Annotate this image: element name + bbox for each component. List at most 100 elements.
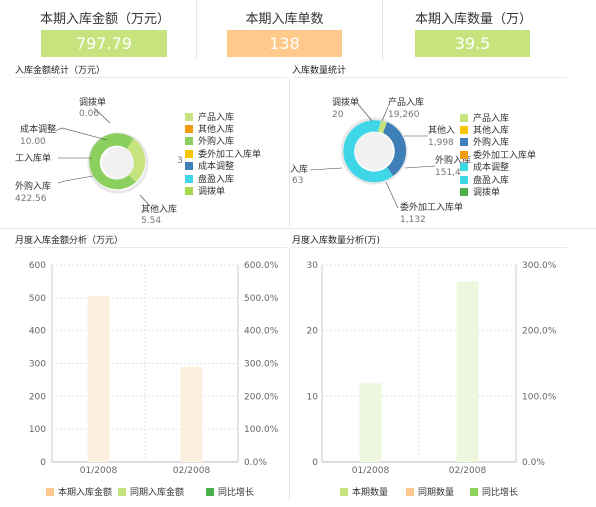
- amount-bar[interactable]: [180, 366, 203, 462]
- qty-label-panying: 入库: [290, 163, 308, 175]
- amount-x-tick: 02/2008: [173, 466, 211, 476]
- qty-pie-chart: 调拨单 20 产品入库 19,260 其他入 1,998 外购入库 151,4 …: [290, 96, 536, 225]
- amount-y-tick: 400: [29, 327, 46, 337]
- qty-y-tick: 30: [307, 261, 319, 271]
- qty-value-diaobo: 20: [332, 110, 344, 120]
- amount-label-waigou: 外购入库: [15, 180, 51, 192]
- amount-legend-item[interactable]: 委外加工入库单: [198, 148, 261, 160]
- qty-legend-label[interactable]: 同期数量: [418, 486, 454, 498]
- qty-legend-item[interactable]: 产品入库: [473, 112, 509, 124]
- qty-y-tick: 0: [312, 458, 318, 468]
- amount-label-diaobo: 调拨单: [79, 96, 106, 108]
- qty-bar[interactable]: [456, 281, 479, 462]
- slice-panying-qty[interactable]: [343, 120, 393, 183]
- qty-legend-swatch[interactable]: [406, 488, 414, 496]
- slice-waigou[interactable]: [89, 133, 136, 190]
- amount-label-weiwai: 工入库单: [15, 152, 51, 164]
- amount-y2-tick: 0.0%: [244, 458, 267, 468]
- amount-bar[interactable]: [87, 296, 110, 462]
- qty-value-chanpin: 19,260: [388, 110, 420, 120]
- amount-y-tick: 200: [29, 392, 46, 402]
- amount-y-tick: 600: [29, 261, 46, 271]
- amount-y2-tick: 100.0%: [244, 425, 279, 435]
- kpi-amount-value: 797.79: [41, 30, 167, 57]
- amount-value-qita: 5.54: [141, 216, 161, 226]
- kpi-amount-title: 本期入库金额（万元）: [40, 12, 171, 27]
- amount-value-chengben: 10.00: [20, 137, 46, 147]
- qty-legend-item[interactable]: 调拨单: [473, 186, 500, 198]
- qty-legend-label[interactable]: 本期数量: [352, 486, 388, 498]
- amount-legend-item[interactable]: 产品入库: [198, 111, 234, 123]
- amount-y-tick: 500: [29, 294, 46, 304]
- amount-pie-chart: 调拨单 0.06 成本调整 10.00 工入库单 外购入库 422.56 其他入…: [15, 96, 261, 226]
- qty-value-panying: 63: [292, 176, 303, 186]
- amount-legend: 产品入库 其他入库 外购入库 委外加工入库单 成本调整 盘盈入库 调拨单: [185, 111, 261, 197]
- qty-x-tick: 01/2008: [352, 466, 390, 476]
- amount-value-waigou: 422.56: [15, 194, 47, 204]
- amount-legend-swatch[interactable]: [118, 488, 126, 496]
- amount-bar-title: 月度入库金额分析（万元）: [15, 236, 124, 246]
- qty-legend-swatch[interactable]: [340, 488, 348, 496]
- amount-x-tick: 01/2008: [80, 466, 118, 476]
- amount-y2-tick: 600.0%: [244, 261, 279, 271]
- qty-legend-item[interactable]: 其他入库: [473, 124, 509, 136]
- amount-pie-title: 入库金额统计（万元）: [15, 66, 106, 76]
- amount-legend-label[interactable]: 同比增长: [218, 486, 254, 498]
- amount-legend-label[interactable]: 本期入库金额: [58, 486, 112, 498]
- amount-legend-label[interactable]: 同期入库金额: [130, 486, 184, 498]
- slice-chanpin-qty[interactable]: [378, 121, 387, 133]
- kpi-qty-value: 39.5: [415, 30, 530, 57]
- amount-y2-tick: 200.0%: [244, 392, 279, 402]
- slice-chanpin[interactable]: [127, 138, 146, 183]
- amount-legend-swatch[interactable]: [206, 488, 214, 496]
- qty-label-chanpin: 产品入库: [388, 96, 424, 108]
- qty-legend-label[interactable]: 同比增长: [482, 486, 518, 498]
- qty-value-qita: 1,998: [428, 138, 454, 148]
- amount-value-chanpin: 3: [177, 156, 183, 166]
- amount-label-chengben: 成本调整: [20, 123, 56, 135]
- amount-legend-item[interactable]: 盘盈入库: [198, 173, 234, 185]
- kpi-qty-title: 本期入库数量（万）: [415, 12, 533, 27]
- amount-legend-item[interactable]: 调拨单: [198, 185, 225, 197]
- qty-legend-item[interactable]: 外购入库: [473, 136, 509, 148]
- qty-y2-tick: 0.0%: [522, 458, 545, 468]
- qty-pie-title: 入库数量统计: [292, 66, 347, 76]
- qty-legend-item[interactable]: 盘盈入库: [473, 174, 509, 186]
- qty-donut: [340, 117, 408, 185]
- amount-y2-tick: 300.0%: [244, 360, 279, 370]
- kpi-count-title: 本期入库单数: [245, 12, 324, 27]
- qty-label-diaobo: 调拨单: [332, 96, 359, 108]
- qty-legend: 产品入库 其他入库 外购入库 委外加工入库单 成本调整 盘盈入库 调拨单: [460, 112, 536, 198]
- qty-y2-tick: 100.0%: [522, 392, 557, 402]
- amount-y2-tick: 500.0%: [244, 294, 279, 304]
- amount-donut: [87, 132, 149, 194]
- qty-label-qita: 其他入: [428, 124, 455, 136]
- amount-legend-item[interactable]: 外购入库: [198, 135, 234, 147]
- amount-y-tick: 0: [40, 458, 46, 468]
- amount-value-diaobo: 0.06: [79, 109, 99, 119]
- kpi-count-value: 138: [227, 30, 342, 57]
- qty-y2-tick: 200.0%: [522, 327, 557, 337]
- qty-bar-title: 月度入库数量分析(万): [292, 236, 381, 246]
- amount-label-qita: 其他入库: [141, 203, 177, 215]
- amount-y-tick: 300: [29, 360, 46, 370]
- qty-label-weiwai: 委外加工入库单: [400, 201, 463, 213]
- qty-legend-item[interactable]: 委外加工入库单: [473, 149, 536, 161]
- amount-y2-tick: 400.0%: [244, 327, 279, 337]
- amount-bar-chart: 600 600.0% 500 500.0% 400 400.0% 300 300.0% 200 2…: [29, 261, 279, 498]
- amount-legend-swatch[interactable]: [46, 488, 54, 496]
- qty-x-tick: 02/2008: [449, 466, 487, 476]
- qty-y2-tick: 300.0%: [522, 261, 557, 271]
- qty-bar[interactable]: [359, 383, 382, 462]
- qty-value-weiwai: 1,132: [400, 215, 426, 225]
- slice-waigou-qty[interactable]: [383, 122, 407, 176]
- qty-legend-swatch[interactable]: [470, 488, 478, 496]
- qty-y-tick: 10: [307, 392, 319, 402]
- qty-y-tick: 20: [307, 327, 319, 337]
- qty-legend-item[interactable]: 成本调整: [473, 161, 509, 173]
- amount-legend-item[interactable]: 成本调整: [198, 160, 234, 172]
- qty-value-waigou: 151,4: [435, 168, 461, 178]
- amount-y-tick: 100: [29, 425, 46, 435]
- amount-legend-item[interactable]: 其他入库: [198, 123, 234, 135]
